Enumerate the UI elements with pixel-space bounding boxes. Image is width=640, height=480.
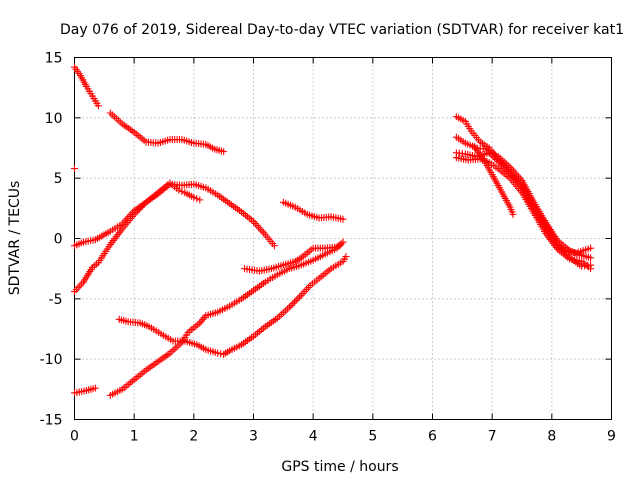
y-tick-label: 0 — [54, 232, 63, 248]
data-point — [292, 296, 300, 304]
data-point — [253, 221, 261, 229]
data-point — [270, 242, 278, 250]
x-tick-label: 2 — [189, 429, 198, 445]
series-track-03 — [106, 109, 228, 156]
data-point — [255, 223, 263, 231]
data-point — [289, 300, 297, 308]
data-point — [91, 384, 99, 392]
data-point — [196, 196, 204, 204]
data-point — [135, 205, 143, 213]
data-point — [587, 254, 595, 262]
data-point — [137, 203, 145, 211]
series-track-08 — [71, 384, 99, 397]
data-point — [496, 159, 504, 167]
x-axis-label: GPS time / hours — [281, 459, 398, 475]
data-point — [587, 244, 595, 252]
data-point — [285, 303, 293, 311]
data-point — [287, 302, 295, 310]
x-tick-label: 9 — [607, 429, 616, 445]
y-tick-label: -10 — [40, 352, 63, 368]
y-axis-label: SDTVAR / TECUs — [7, 181, 23, 296]
x-tick-label: 1 — [130, 429, 139, 445]
grid — [74, 57, 612, 420]
x-tick-label: 0 — [70, 429, 79, 445]
data-point — [71, 165, 78, 173]
series-track-13 — [452, 149, 595, 257]
data-point — [509, 210, 517, 218]
x-tick-label: 6 — [428, 429, 437, 445]
data-point — [290, 298, 298, 306]
series-track-05 — [71, 179, 204, 296]
data-point — [296, 293, 304, 301]
data-point — [258, 227, 266, 235]
axis-ticks: 0 1 2 3 4 5 6 7 8 9 -15 -10 -5 0 5 10 15 — [40, 51, 616, 445]
data-point — [130, 210, 138, 218]
data-point — [193, 195, 201, 203]
x-tick-label: 5 — [368, 429, 377, 445]
x-tick-label: 4 — [309, 429, 318, 445]
y-tick-label: 5 — [54, 171, 63, 187]
series-track-10 — [115, 253, 350, 358]
data-point — [94, 102, 102, 110]
data-point — [339, 238, 347, 246]
data-point — [498, 161, 506, 169]
data-point — [342, 253, 350, 261]
y-tick-label: -5 — [49, 292, 63, 308]
series-track-06 — [279, 198, 347, 223]
data-point — [494, 157, 502, 165]
x-tick-label: 8 — [547, 429, 556, 445]
series-track-09 — [106, 238, 347, 399]
series-track-14 — [452, 154, 595, 273]
data-point — [256, 225, 264, 233]
data-point — [178, 187, 186, 195]
data-marks — [71, 63, 595, 399]
chart-title: Day 076 of 2019, Sidereal Day-to-day VTE… — [60, 22, 624, 38]
data-point — [217, 350, 225, 358]
data-point — [251, 220, 259, 228]
series-track-15 — [470, 143, 517, 218]
data-point — [499, 162, 507, 170]
data-point — [260, 229, 268, 237]
data-point — [140, 200, 148, 208]
x-tick-label: 3 — [249, 429, 258, 445]
series-track-02 — [71, 165, 78, 173]
data-point — [294, 295, 302, 303]
data-point — [220, 148, 228, 156]
y-tick-label: -15 — [40, 413, 63, 429]
data-point — [175, 186, 183, 194]
data-point — [339, 215, 347, 223]
data-point — [214, 349, 222, 357]
y-tick-label: 15 — [45, 51, 63, 67]
data-point — [501, 164, 509, 172]
series-track-01 — [71, 63, 102, 110]
data-point — [190, 193, 198, 201]
data-point — [132, 209, 140, 217]
x-tick-label: 7 — [488, 429, 497, 445]
y-tick-label: 10 — [45, 111, 63, 127]
data-point — [139, 202, 147, 210]
data-point — [134, 207, 142, 215]
data-point — [587, 265, 595, 273]
